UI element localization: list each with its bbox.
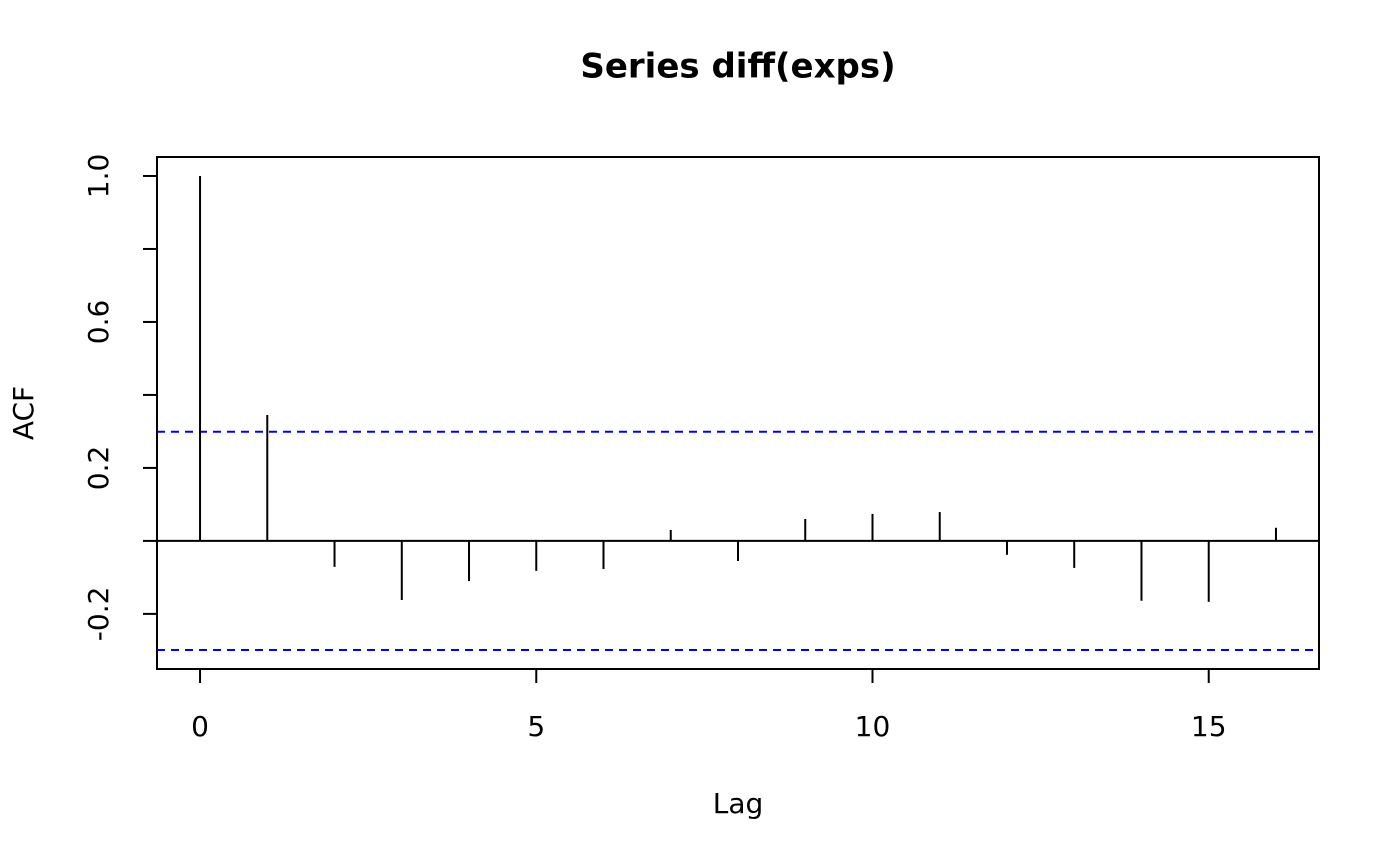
- y-tick-label: 0.6: [82, 300, 115, 345]
- x-tick-label: 0: [191, 710, 209, 743]
- y-tick-label: -0.2: [82, 587, 115, 642]
- y-tick-label: 1.0: [82, 154, 115, 199]
- y-tick-label: 0.2: [82, 446, 115, 491]
- plot-frame: [156, 156, 1320, 670]
- x-tick-label: 15: [1191, 710, 1227, 743]
- x-tick-label: 10: [855, 710, 891, 743]
- x-tick-label: 5: [527, 710, 545, 743]
- y-axis-label: ACF: [7, 386, 40, 440]
- x-axis-label: Lag: [713, 787, 764, 820]
- chart-title: Series diff(exps): [580, 47, 895, 87]
